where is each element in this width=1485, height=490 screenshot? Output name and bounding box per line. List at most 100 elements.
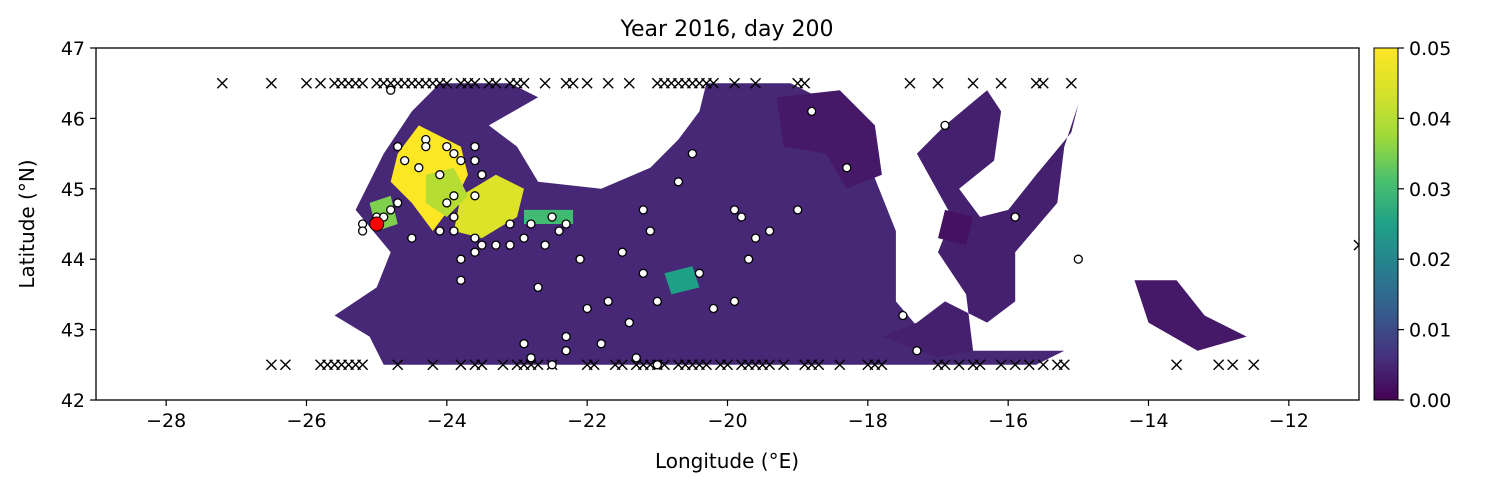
particle-marker [505,219,515,229]
plot-area [216,77,1359,371]
particle-marker [421,141,431,152]
x-marker [265,359,277,371]
particle-marker [386,85,396,95]
x-marker [1037,77,1049,89]
x-marker [722,359,733,371]
x-marker [602,77,614,89]
x-tick-label: −22 [567,410,607,432]
particle-marker [477,240,487,250]
particle-marker [807,106,817,117]
particle-marker [470,141,480,152]
x-marker [518,77,530,89]
x-tick-label: −20 [707,410,747,432]
x-marker [932,77,944,89]
particle-marker [407,233,417,243]
colorbar-gradient [1373,47,1399,401]
field-hotspot [425,167,468,217]
particle-marker [912,346,922,356]
particle-marker [414,163,424,173]
particle-marker [638,205,648,215]
y-tick-label: 44 [61,249,85,271]
x-marker [1213,359,1225,371]
x-marker [567,77,579,89]
particle-marker [449,148,459,159]
particle-marker [547,360,557,370]
x-marker [279,359,291,371]
colorbar-tick-label: 0.05 [1409,38,1451,60]
x-marker [490,77,502,89]
particle-marker [750,233,761,243]
x-marker [834,359,846,371]
colorbar-tick-label: 0.01 [1409,320,1451,342]
x-marker [995,77,1007,89]
colorbar-tick-label: 0.04 [1409,108,1451,130]
x-marker [658,359,670,371]
particle-marker [638,268,648,278]
particle-marker [400,155,410,166]
x-axis: −28 −26 −24 −22 −20 −18 −16 −14 −12 [146,400,1309,432]
x-marker [1037,359,1049,371]
particle-marker [694,268,705,278]
particle-marker [393,141,403,152]
particle-marker [743,254,754,264]
particle-marker [449,191,459,201]
particle-marker [940,120,950,131]
particle-marker [652,296,662,307]
x-marker [904,77,916,89]
particle-marker [526,353,536,363]
x-marker [876,359,888,371]
particle-marker [540,240,550,250]
circle-layer [357,85,1083,370]
particle-marker [624,317,634,328]
particle-marker [357,226,368,236]
particle-marker [386,205,396,215]
y-axis: 42 43 44 45 46 47 [61,38,96,412]
particle-marker [470,233,480,243]
x-marker [1058,359,1070,371]
x-marker [588,359,600,371]
x-marker [1009,359,1021,371]
x-marker-layer [216,77,1359,371]
x-marker [953,359,965,371]
x-marker [1171,359,1183,371]
x-marker [357,77,369,89]
field-patch [334,83,1065,365]
particle-marker [561,219,571,229]
particle-marker [456,254,466,264]
x-marker [616,359,628,371]
x-marker [700,359,712,371]
x-marker [764,359,776,371]
particle-marker [519,339,529,349]
x-marker [581,77,593,89]
x-marker [1023,359,1035,371]
x-tick-label: −12 [1269,410,1309,432]
particle-marker [547,212,557,222]
y-tick-label: 43 [61,320,85,342]
y-axis-label: Latitude (°N) [15,159,39,288]
x-marker [778,359,790,371]
particle-marker [764,226,775,236]
particle-marker [561,331,571,342]
particle-marker [687,148,698,159]
x-marker [623,77,635,89]
field-patch [776,90,882,189]
colorbar-ticks: 0.00 0.01 0.02 0.03 0.04 0.05 [1398,38,1451,412]
field-patch [881,90,1079,358]
colorbar: 0.00 0.01 0.02 0.03 0.04 0.05 [1373,38,1451,412]
x-marker [729,77,741,89]
x-marker [967,77,979,89]
x-marker [707,77,719,89]
x-marker [469,77,481,89]
x-marker [799,77,811,89]
origin-layer [369,216,385,232]
x-tick-label: −18 [848,410,888,432]
field-hotspot [664,266,700,295]
x-marker [813,359,825,371]
x-marker [974,359,986,371]
particle-marker [442,198,452,208]
x-tick-label: −24 [427,410,467,432]
colorbar-tick-label: 0.02 [1409,249,1451,271]
x-marker [1353,239,1359,251]
particle-marker [533,282,543,293]
